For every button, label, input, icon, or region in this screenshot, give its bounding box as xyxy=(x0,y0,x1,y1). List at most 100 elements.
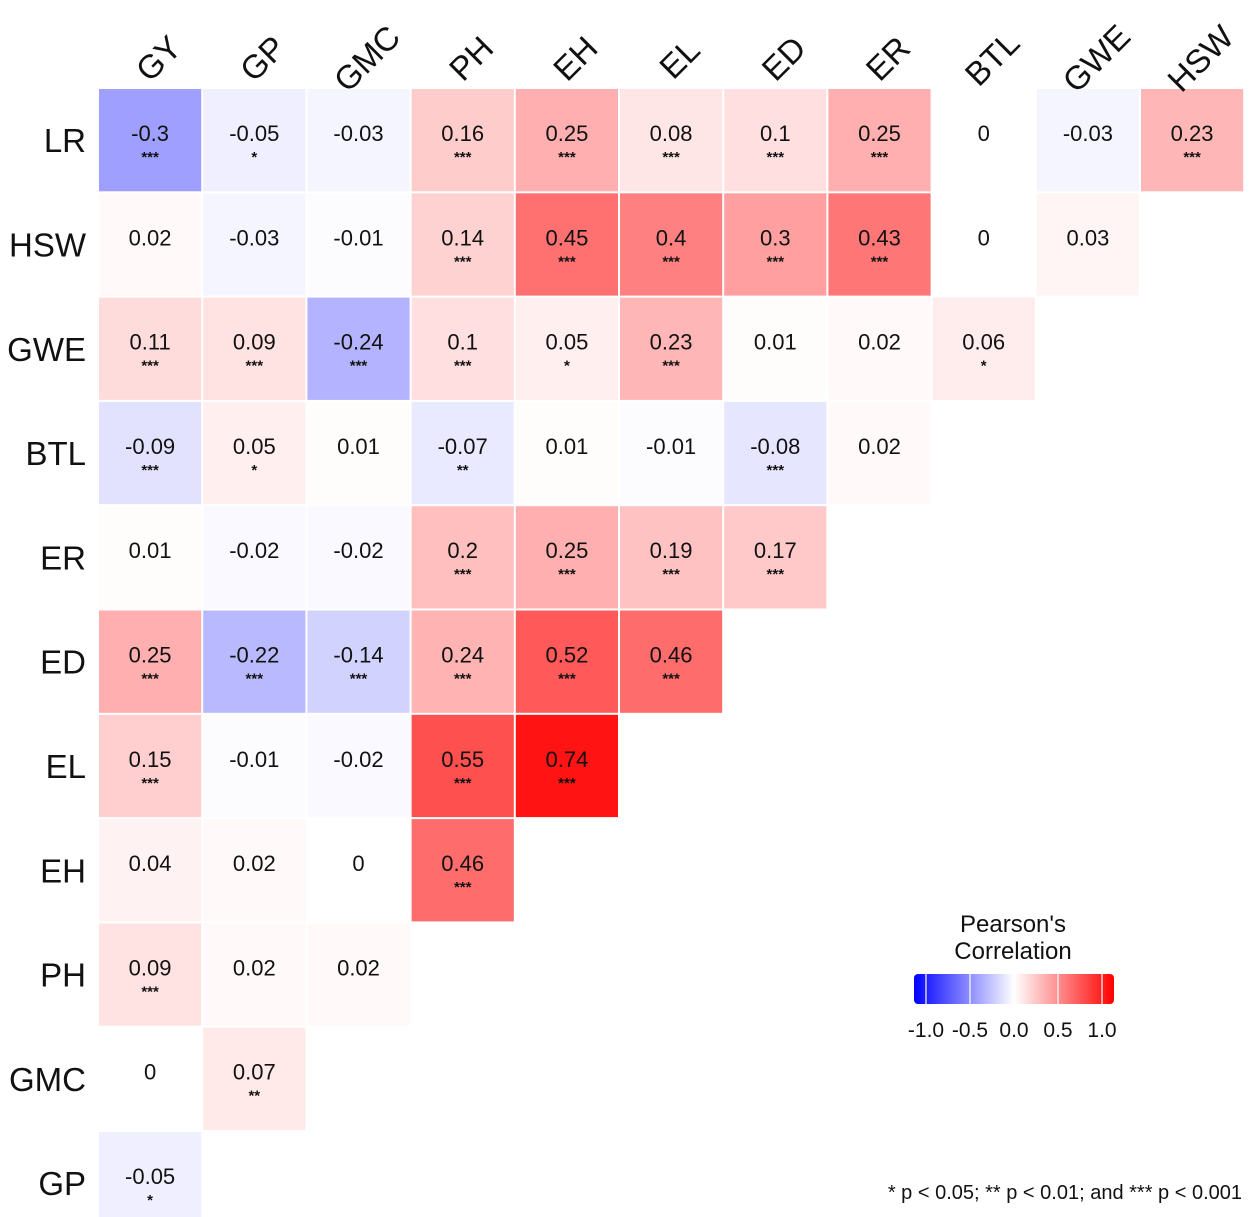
heatmap-cell xyxy=(515,89,618,192)
cell-significance-label: *** xyxy=(871,149,889,166)
cell-significance-label: *** xyxy=(454,775,472,792)
heatmap-cell xyxy=(515,297,618,400)
cell-value-label: -0.02 xyxy=(333,747,383,772)
column-label: EL xyxy=(652,31,707,86)
heatmap-cell xyxy=(724,89,827,192)
heatmap-cell xyxy=(411,610,514,713)
heatmap-cell xyxy=(411,819,514,922)
heatmap-cell xyxy=(620,89,723,192)
cell-significance-label: * xyxy=(981,358,987,375)
heatmap-cell xyxy=(99,506,202,609)
cell-significance-label: *** xyxy=(454,253,472,270)
cell-value-label: 0.09 xyxy=(233,330,276,355)
cell-significance-label: *** xyxy=(454,879,472,896)
cell-value-label: 0.05 xyxy=(545,330,588,355)
cell-value-label: -0.01 xyxy=(229,747,279,772)
cell-value-label: 0 xyxy=(144,1060,156,1085)
cell-significance-label: *** xyxy=(558,566,576,583)
cell-value-label: 0.02 xyxy=(337,955,380,980)
cell-value-label: 0.23 xyxy=(1171,121,1214,146)
heatmap-cell xyxy=(620,401,723,505)
heatmap-cell xyxy=(411,714,514,818)
row-label: LR xyxy=(44,122,86,159)
cell-value-label: 0.02 xyxy=(233,851,276,876)
cell-value-label: -0.14 xyxy=(333,643,383,668)
legend-tick-label: 0.5 xyxy=(1043,1019,1072,1042)
heatmap-cell xyxy=(411,89,514,192)
heatmap-cell xyxy=(307,923,410,1026)
cell-value-label: 0.4 xyxy=(656,225,687,250)
column-label: PH xyxy=(442,29,501,88)
heatmap-cell xyxy=(411,297,514,400)
cell-significance-label: * xyxy=(564,358,570,375)
cell-value-label: 0.25 xyxy=(545,121,588,146)
heatmap-cell xyxy=(1141,89,1244,192)
row-label: EH xyxy=(40,852,86,889)
heatmap-cell xyxy=(203,923,306,1026)
color-legend: Pearson's Correlation -1.0 -0.5 0.0 0.5 1.0 xyxy=(908,911,1117,1042)
heatmap-cell xyxy=(515,506,618,609)
row-label: PH xyxy=(40,957,86,994)
cell-value-label: 0.11 xyxy=(130,330,171,355)
cell-value-label: 0.25 xyxy=(858,121,901,146)
cell-significance-label: *** xyxy=(558,149,576,166)
legend-tick-label: -1.0 xyxy=(908,1019,944,1042)
legend-title-line1: Pearson's xyxy=(960,911,1066,938)
row-label: GMC xyxy=(9,1061,86,1098)
cell-value-label: 0 xyxy=(978,121,990,146)
cell-significance-label: * xyxy=(147,1192,153,1209)
cell-significance-label: *** xyxy=(558,253,576,270)
cell-value-label: 0.2 xyxy=(447,538,478,563)
cell-value-label: 0.45 xyxy=(545,225,588,250)
row-label: BTL xyxy=(25,435,86,472)
cell-value-label: 0.15 xyxy=(129,747,172,772)
cell-significance-label: *** xyxy=(767,462,785,479)
cell-value-label: 0.09 xyxy=(129,955,172,980)
cell-significance-label: *** xyxy=(141,149,159,166)
row-label: GWE xyxy=(7,331,86,368)
heatmap-cell xyxy=(828,89,931,192)
cell-significance-label: *** xyxy=(246,671,264,688)
row-label: ER xyxy=(40,539,86,576)
heatmap-cell xyxy=(203,1027,306,1130)
column-label: EH xyxy=(546,29,605,88)
cell-value-label: 0.46 xyxy=(650,643,693,668)
legend-tick-label: 0.0 xyxy=(999,1019,1028,1042)
cell-value-label: 0.01 xyxy=(754,330,797,355)
heatmap-cell xyxy=(724,193,827,296)
cell-value-label: 0.07 xyxy=(233,1060,276,1085)
cell-value-label: 0.01 xyxy=(545,434,588,459)
heatmap-cell xyxy=(99,1027,202,1130)
heatmap-cell xyxy=(99,89,202,192)
cell-significance-label: *** xyxy=(767,566,785,583)
heatmap-cell xyxy=(307,89,410,192)
column-label: ED xyxy=(754,29,813,88)
heatmap-cell xyxy=(307,610,410,713)
significance-footnote: * p < 0.05; ** p < 0.01; and *** p < 0.0… xyxy=(888,1182,1242,1204)
cell-value-label: 0.46 xyxy=(441,851,484,876)
row-label: ED xyxy=(40,644,86,681)
column-label: HSW xyxy=(1160,17,1241,98)
heatmap-cell xyxy=(99,297,202,400)
row-label: GP xyxy=(38,1165,86,1202)
cell-significance-label: ** xyxy=(248,1088,260,1105)
heatmap-cell xyxy=(99,819,202,922)
heatmap-cell xyxy=(99,1132,202,1217)
cell-significance-label: *** xyxy=(662,358,680,375)
cell-significance-label: *** xyxy=(141,671,159,688)
cell-value-label: -0.02 xyxy=(333,538,383,563)
cell-significance-label: *** xyxy=(662,149,680,166)
cell-significance-label: ** xyxy=(457,462,469,479)
cell-value-label: -0.03 xyxy=(1063,121,1113,146)
cell-value-label: -0.01 xyxy=(646,434,696,459)
heatmap-cell xyxy=(307,401,410,505)
cell-value-label: -0.24 xyxy=(333,330,383,355)
column-label: GP xyxy=(233,28,293,88)
heatmap-cell xyxy=(724,506,827,609)
heatmap-cell xyxy=(203,819,306,922)
cell-significance-label: *** xyxy=(1183,149,1201,166)
heatmap-cell xyxy=(99,193,202,296)
cell-value-label: 0.43 xyxy=(858,225,901,250)
legend-ticks: -1.0 -0.5 0.0 0.5 1.0 xyxy=(908,974,1117,1042)
